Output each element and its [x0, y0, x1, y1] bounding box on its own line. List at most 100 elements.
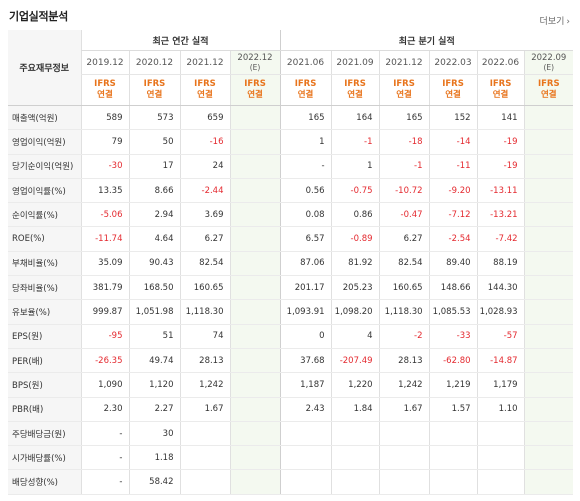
table-cell [229, 397, 281, 422]
period-label: 2020.12 [135, 57, 174, 68]
table-cell: -1 [330, 129, 380, 155]
table-cell [523, 226, 574, 252]
table-cell: 1,118.30 [179, 299, 230, 325]
table-cell: 160.65 [179, 275, 230, 301]
ifrs-label: IFRS 연결 [229, 74, 281, 106]
section-title: 기업실적분석 [9, 10, 68, 23]
chevron-right-icon: › [566, 17, 570, 27]
table-cell: 1,085.53 [428, 299, 478, 325]
period-label: 2022.09 [531, 52, 567, 63]
table-cell: 1,187 [279, 372, 332, 398]
row-label: 순이익률(%) [8, 202, 81, 228]
quarter-period-header: 2021.06 [279, 50, 332, 75]
table-cell: -0.47 [378, 202, 430, 228]
table-cell: -18 [378, 129, 430, 155]
table-cell [179, 420, 230, 447]
ifrs-label: IFRS 연결 [279, 74, 332, 106]
ifrs-label: IFRS 연결 [476, 74, 525, 106]
table-cell [523, 445, 574, 471]
table-cell [523, 420, 574, 447]
table-row: 배당성향(%) -58.42 [8, 469, 574, 495]
table-cell: 6.27 [378, 226, 430, 252]
table-cell [523, 469, 574, 495]
quarter-period-header: 2021.12 [378, 50, 430, 75]
table-cell: 2.43 [279, 397, 332, 422]
table-cell: 49.74 [128, 348, 180, 374]
table-cell: - [80, 445, 129, 471]
section-header: 기업실적분석 더보기 › [0, 0, 580, 28]
table-cell [279, 445, 332, 471]
table-row: 매출액(억원) 589 573 659 165 164 165 152 141 [8, 105, 574, 131]
table-cell: 1.18 [128, 445, 180, 471]
annual-period-header: 2022.12 (E) [229, 50, 281, 75]
table-cell: -19 [476, 154, 525, 179]
row-label: 배당성향(%) [8, 469, 81, 495]
consolidated-label: 연결 [297, 90, 314, 100]
annual-period-header: 2021.12 [179, 50, 230, 75]
table-cell [476, 469, 525, 495]
table-row: 당기순이익(억원) -30 17 24-1 -1 -11 -19 [8, 154, 574, 179]
more-link[interactable]: 더보기 › [540, 14, 570, 27]
table-cell: -9.20 [428, 177, 478, 204]
row-label: 시가배당률(%) [8, 445, 81, 471]
table-cell: 89.40 [428, 251, 478, 277]
table-cell: 999.87 [80, 299, 129, 325]
table-cell: -19 [476, 129, 525, 155]
table-cell: 51 [128, 323, 180, 349]
table-cell: 573 [128, 105, 180, 131]
table-cell [279, 469, 332, 495]
table-cell: 381.79 [80, 275, 129, 301]
ifrs-standard-label: IFRS [537, 79, 560, 89]
table-cell: 1.84 [330, 397, 380, 422]
table-body: 매출액(억원) 589 573 659 165 164 165 152 141 영업이익(억원) 7… [8, 105, 574, 495]
table-cell: 90.43 [128, 251, 180, 277]
table-cell [229, 129, 281, 155]
table-cell: 589 [80, 105, 129, 131]
table-cell: 28.13 [378, 348, 430, 374]
table-cell: 2.27 [128, 397, 180, 422]
financial-performance-table: 주요재무정보 최근 연간 실적 최근 분기 실적 2019.12 2020.12 2… [8, 30, 574, 495]
table-cell: 1.67 [378, 397, 430, 422]
table-cell [229, 445, 281, 471]
table-row: 당좌비율(%) 381.79 168.50 160.65 201.17 205.23 160… [8, 275, 574, 301]
table-cell: 1,242 [179, 372, 230, 398]
quarter-group-header: 최근 분기 실적 [279, 30, 574, 51]
table-cell: 82.54 [378, 251, 430, 277]
table-row: ROE(%) -11.74 4.64 6.27 6.57 -0.89 6.27 -2.54 -7… [8, 226, 574, 252]
row-label: EPS(원) [8, 323, 81, 349]
table-cell: 74 [179, 323, 230, 349]
table-cell [523, 202, 574, 228]
table-cell: 0.56 [279, 177, 332, 204]
table-cell: - [80, 420, 129, 447]
table-cell: 24 [179, 154, 230, 179]
ifrs-standard-label: IFRS [294, 79, 317, 89]
row-label: BPS(원) [8, 372, 81, 398]
table-cell [476, 445, 525, 471]
table-cell [279, 420, 332, 447]
table-cell: 1.57 [428, 397, 478, 422]
table-row: 부채비율(%) 35.09 90.43 82.54 87.06 81.92 82.54 89.… [8, 251, 574, 277]
estimate-mark: (E) [249, 62, 261, 72]
table-cell: 1,219 [428, 372, 478, 398]
table-cell: -62.80 [428, 348, 478, 374]
quarter-period-header: 2022.03 [428, 50, 478, 75]
table-cell [179, 445, 230, 471]
ifrs-standard-label: IFRS [489, 79, 512, 89]
table-cell: 0.08 [279, 202, 332, 228]
table-cell [229, 226, 281, 252]
table-cell: -0.75 [330, 177, 380, 204]
row-label: 주당배당금(원) [8, 420, 81, 447]
table-cell: 1,242 [378, 372, 430, 398]
table-cell [378, 445, 430, 471]
table-cell: 164 [330, 105, 380, 131]
ifrs-label: IFRS 연결 [128, 74, 180, 106]
table-cell: 79 [80, 129, 129, 155]
quarter-period-header: 2022.09 (E) [523, 50, 574, 75]
table-cell: 0.86 [330, 202, 380, 228]
consolidated-label: 연결 [146, 90, 163, 100]
table-cell: 6.27 [179, 226, 230, 252]
table-cell: 144.30 [476, 275, 525, 301]
table-cell: -2.44 [179, 177, 230, 204]
table-cell [229, 177, 281, 204]
table-cell: 2.30 [80, 397, 129, 422]
